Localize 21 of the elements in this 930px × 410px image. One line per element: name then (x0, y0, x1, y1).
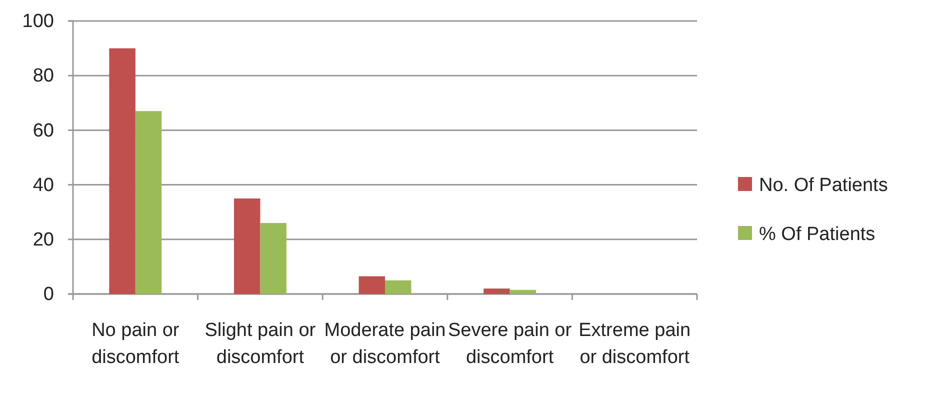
y-tick-label: 60 (32, 120, 54, 142)
bar (234, 198, 260, 294)
y-tick-label: 80 (32, 66, 54, 87)
y-tick-label: 0 (43, 284, 54, 306)
y-tick-label: 40 (32, 174, 54, 196)
y-tick-label: 20 (32, 229, 54, 250)
bar (260, 223, 286, 294)
bar (484, 288, 510, 294)
bar (510, 290, 536, 294)
legend-label: No. Of Patients (759, 175, 888, 196)
bar (109, 48, 136, 294)
bar (385, 280, 412, 294)
legend-label: % Of Patients (759, 224, 876, 245)
x-tick-label: No pain or discomfort (92, 320, 180, 368)
x-tick-label: Slight pain or discomfort (204, 320, 316, 368)
x-tick-label: Moderate pain or discomfort (324, 320, 446, 368)
y-tick-label: 100 (22, 11, 54, 32)
x-tick-label: Severe pain or discomfort (448, 320, 572, 368)
x-tick-label: Extreme pain or discomfort (578, 320, 691, 368)
bar (358, 276, 385, 294)
bar (135, 111, 162, 294)
